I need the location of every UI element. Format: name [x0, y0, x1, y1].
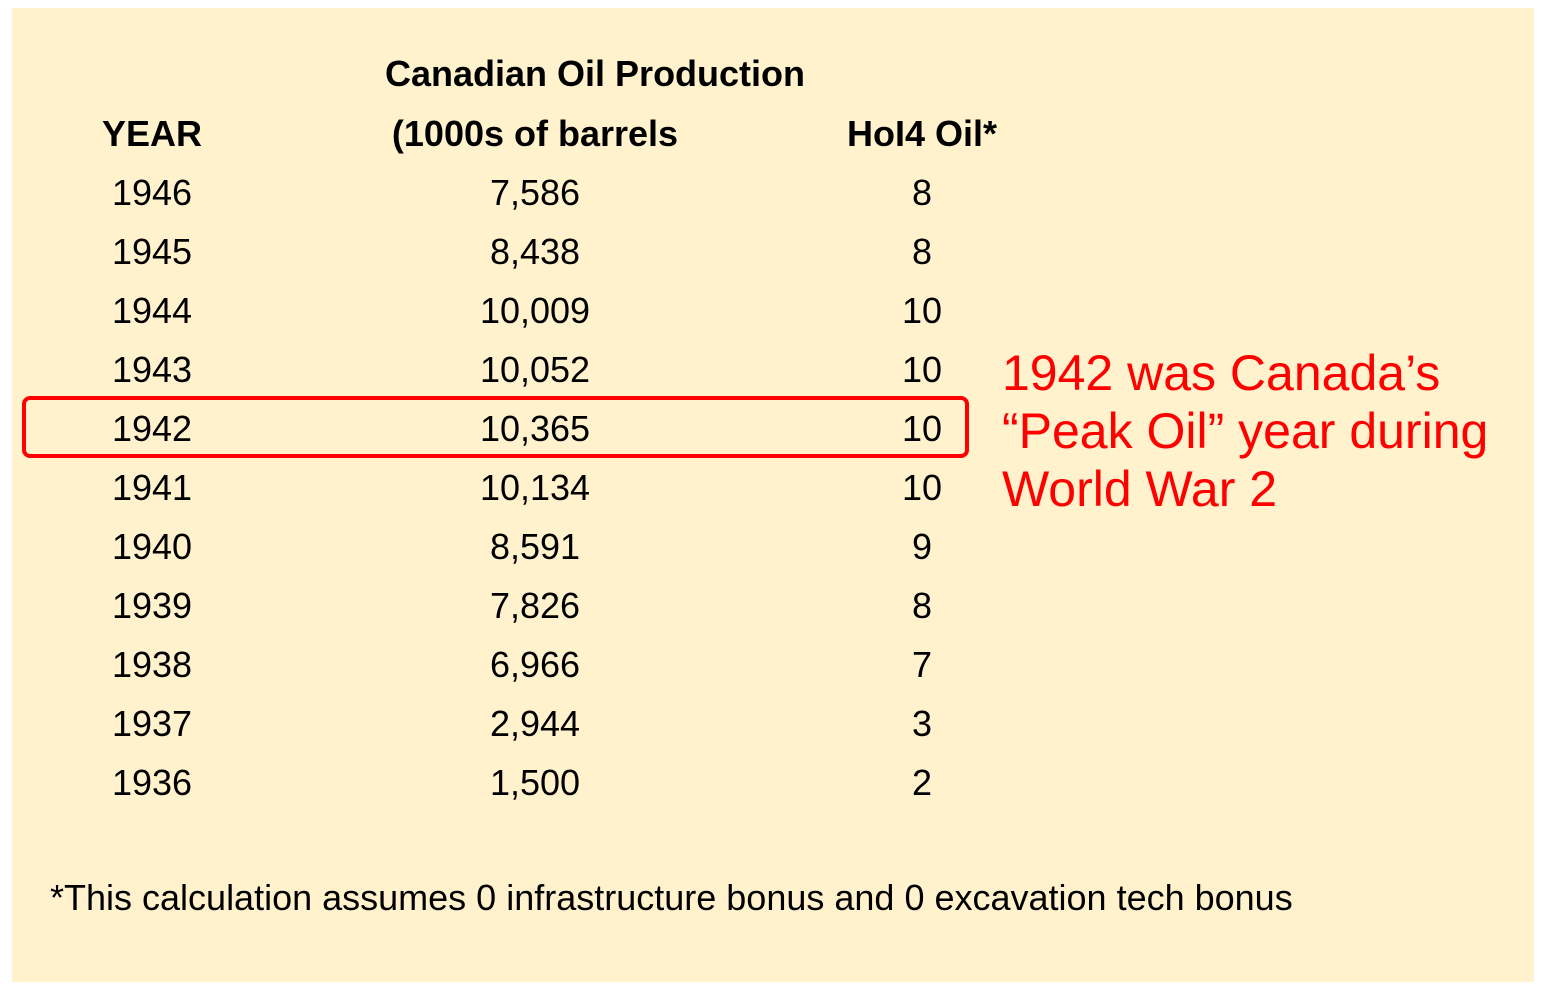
year-header: YEAR: [102, 113, 203, 154]
peak-year-highlight-box: [22, 396, 969, 458]
year-cell: 1942: [111, 408, 193, 449]
production-cell: 8,591: [489, 526, 581, 567]
year-cell: 1943: [111, 349, 193, 390]
production-cell: 6,966: [489, 644, 581, 685]
year-cell: 1945: [111, 231, 193, 272]
hoi4-cell: 10: [901, 408, 943, 449]
production-cell: 7,586: [489, 172, 581, 213]
hoi4-cell: 3: [911, 703, 933, 744]
hoi4-cell: 7: [911, 644, 933, 685]
footnote: *This calculation assumes 0 infrastructu…: [50, 877, 1293, 918]
year-cell: 1946: [111, 172, 193, 213]
hoi4-header: HoI4 Oil*: [846, 113, 998, 154]
peak-oil-annotation: 1942 was Canada’s “Peak Oil” year during…: [1002, 345, 1489, 517]
year-cell: 1937: [111, 703, 193, 744]
production-cell: 8,438: [489, 231, 581, 272]
year-cell: 1936: [111, 762, 193, 803]
production-cell: 10,009: [479, 290, 591, 331]
hoi4-cell: 9: [911, 526, 933, 567]
hoi4-cell: 2: [911, 762, 933, 803]
year-cell: 1938: [111, 644, 193, 685]
year-cell: 1941: [111, 467, 193, 508]
hoi4-cell: 10: [901, 349, 943, 390]
hoi4-cell: 10: [901, 290, 943, 331]
year-cell: 1940: [111, 526, 193, 567]
production-cell: 10,052: [479, 349, 591, 390]
production-header-line1: Canadian Oil Production: [385, 53, 806, 94]
production-cell: 10,365: [479, 408, 591, 449]
table-panel: Canadian Oil Production YEAR (1000s of b…: [12, 8, 1534, 982]
production-cell: 7,826: [489, 585, 581, 626]
production-header-line2: (1000s of barrels: [391, 113, 679, 154]
hoi4-cell: 10: [901, 467, 943, 508]
hoi4-cell: 8: [911, 172, 933, 213]
production-cell: 10,134: [479, 467, 591, 508]
hoi4-cell: 8: [911, 585, 933, 626]
year-cell: 1939: [111, 585, 193, 626]
year-cell: 1944: [111, 290, 193, 331]
production-cell: 2,944: [489, 703, 581, 744]
hoi4-cell: 8: [911, 231, 933, 272]
production-cell: 1,500: [489, 762, 581, 803]
